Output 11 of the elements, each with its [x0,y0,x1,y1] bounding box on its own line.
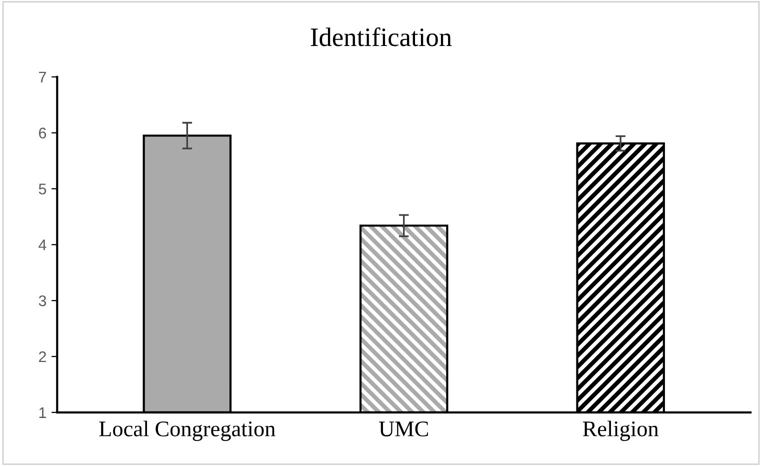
y-tick-label: 5 [38,184,46,194]
x-tick-label: Religion [582,420,658,441]
y-tick-label: 2 [39,351,46,362]
x-tick-label: UMC [379,421,428,436]
chart-title: Identification [310,27,452,46]
y-tick-label: 4 [38,240,46,250]
x-tick-label: Local Congregation [99,420,276,441]
y-tick-label: 7 [39,72,46,82]
y-tick-label: 1 [39,407,46,418]
y-tick-label: 3 [38,295,46,306]
y-tick-label: 6 [39,128,46,138]
